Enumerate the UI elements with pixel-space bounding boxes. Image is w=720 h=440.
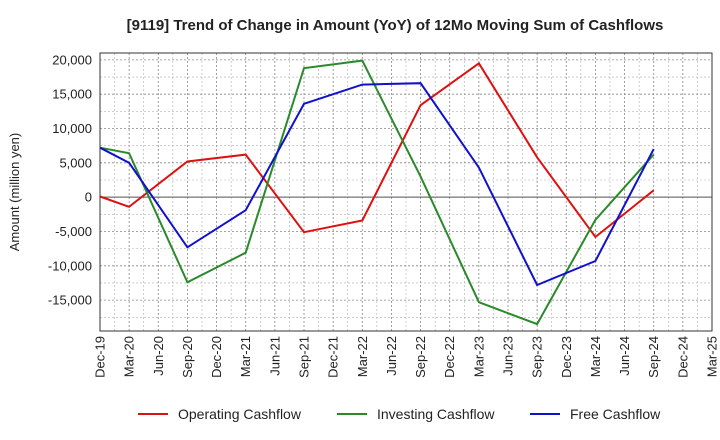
x-tick-label: Sep-23: [530, 336, 545, 378]
x-tick-label: Jun-24: [617, 336, 632, 376]
y-tick-label: -5,000: [55, 224, 92, 239]
x-tick-label: Jun-23: [501, 336, 516, 376]
x-tick-label: Jun-20: [151, 336, 166, 376]
x-tick-label: Mar-22: [355, 336, 370, 377]
x-tick-label: Sep-24: [646, 336, 661, 378]
legend-label: Investing Cashflow: [377, 406, 495, 422]
chart-title: [9119] Trend of Change in Amount (YoY) o…: [127, 17, 664, 34]
series-line-operating-cashflow: [99, 61, 655, 239]
legend: Operating Cashflow Investing Cashflow Free…: [138, 406, 661, 422]
plot-frame: [99, 52, 713, 332]
x-tick-label: Jun-22: [384, 336, 399, 376]
x-tick-label: Mar-20: [122, 336, 137, 377]
series-line-investing-cashflow: [99, 59, 655, 326]
x-tick-label: Mar-25: [705, 336, 720, 377]
x-tick-label: Mar-23: [471, 336, 486, 377]
x-tick-label: Dec-19: [93, 336, 108, 378]
x-tick-label: Sep-20: [180, 336, 195, 378]
y-tick-label: 15,000: [52, 87, 92, 102]
grid-lines: [99, 53, 713, 331]
x-tick-label: Dec-22: [442, 336, 457, 378]
x-tick-label: Dec-20: [209, 336, 224, 378]
y-tick-label: 0: [85, 190, 92, 205]
x-tick-label: Mar-24: [588, 336, 603, 377]
series-line-free-cashflow: [99, 82, 655, 287]
x-tick-label: Dec-23: [559, 336, 574, 378]
x-tick-label: Sep-22: [413, 336, 428, 378]
y-tick-label: 10,000: [52, 121, 92, 136]
x-tick-label: Dec-24: [675, 336, 690, 378]
x-tick-label: Jun-21: [267, 336, 282, 376]
y-tick-label: -15,000: [48, 293, 92, 308]
y-tick-labels: 20,000 15,000 10,000 5,000 0 -5,000 -10,000 -15…: [48, 52, 92, 307]
x-tick-label: Mar-21: [238, 336, 253, 377]
x-tick-label: Sep-21: [297, 336, 312, 378]
y-axis-label: Amount (million yen): [7, 133, 22, 252]
legend-label: Free Cashflow: [570, 406, 661, 422]
legend-label: Operating Cashflow: [178, 406, 302, 422]
y-tick-label: 20,000: [52, 52, 92, 67]
x-tick-labels: Dec-19 Mar-20 Jun-20 Sep-20 Dec-20 Mar-21 Jun-…: [93, 336, 720, 378]
y-tick-label: -10,000: [48, 258, 92, 273]
x-tick-label: Dec-21: [326, 336, 341, 378]
y-tick-label: 5,000: [59, 155, 92, 170]
series-lines: [99, 59, 655, 326]
